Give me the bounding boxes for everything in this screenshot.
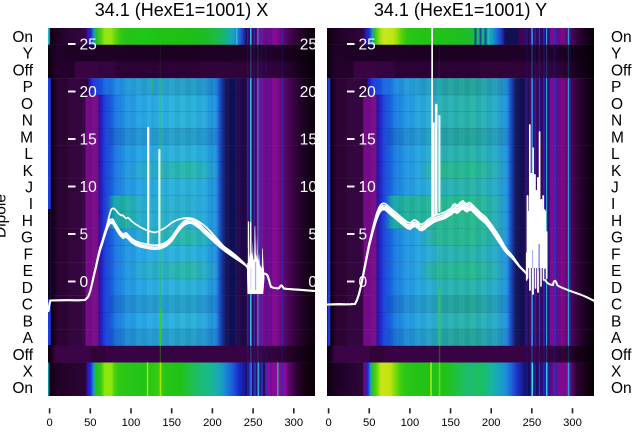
svg-text:5: 5 [308,227,317,244]
svg-text:Dipole: Dipole [0,194,10,238]
svg-text:34.1 (HexE1=1001) X: 34.1 (HexE1=1001) X [95,0,269,20]
svg-text:20: 20 [359,84,377,101]
svg-text:A: A [23,330,34,347]
svg-text:M: M [20,129,33,146]
svg-text:E: E [23,263,33,280]
svg-text:P: P [23,79,33,96]
svg-text:D: D [22,280,33,297]
svg-text:100: 100 [122,417,141,429]
svg-text:J: J [611,180,619,197]
svg-text:25: 25 [80,37,97,54]
svg-text:P: P [611,79,621,96]
svg-text:Off: Off [13,347,34,364]
svg-text:E: E [611,263,621,280]
svg-text:H: H [22,213,33,230]
svg-text:L: L [611,146,620,163]
svg-text:300: 300 [563,417,582,429]
svg-text:C: C [22,297,33,314]
svg-text:On: On [12,29,33,46]
svg-text:20: 20 [300,84,318,101]
svg-text:I: I [29,196,33,213]
svg-text:L: L [24,146,33,163]
svg-text:D: D [611,280,622,297]
svg-text:200: 200 [482,417,501,429]
svg-text:5: 5 [80,227,89,244]
svg-text:15: 15 [300,132,317,149]
svg-text:150: 150 [441,417,460,429]
svg-text:0: 0 [359,274,368,291]
svg-text:A: A [611,330,622,347]
svg-text:25: 25 [300,37,317,54]
svg-text:15: 15 [359,132,376,149]
svg-text:O: O [611,96,623,113]
svg-text:100: 100 [401,417,420,429]
svg-text:0: 0 [46,417,52,429]
svg-text:300: 300 [284,417,303,429]
svg-text:25: 25 [359,37,376,54]
svg-text:15: 15 [80,132,97,149]
svg-text:K: K [23,163,34,180]
svg-text:0: 0 [308,274,317,291]
svg-text:10: 10 [359,179,377,196]
svg-text:X: X [23,364,34,381]
svg-text:On: On [611,29,632,46]
svg-text:10: 10 [80,179,98,196]
svg-text:Off: Off [611,62,632,79]
svg-text:250: 250 [244,417,263,429]
svg-text:G: G [611,230,623,247]
svg-text:M: M [611,129,624,146]
svg-text:0: 0 [80,274,89,291]
svg-text:200: 200 [203,417,222,429]
svg-text:5: 5 [359,227,368,244]
svg-text:250: 250 [523,417,542,429]
svg-text:N: N [611,113,622,130]
svg-text:Y: Y [23,46,33,63]
svg-text:F: F [611,246,620,263]
svg-text:N: N [22,113,33,130]
svg-text:20: 20 [80,84,98,101]
svg-text:B: B [23,313,33,330]
svg-text:H: H [611,213,622,230]
svg-text:On: On [12,380,33,397]
svg-text:G: G [21,230,33,247]
svg-text:50: 50 [84,417,96,429]
svg-text:C: C [611,297,622,314]
svg-text:150: 150 [162,417,181,429]
svg-text:34.1 (HexE1=1001) Y: 34.1 (HexE1=1001) Y [374,0,547,20]
svg-text:J: J [25,180,33,197]
svg-text:Off: Off [611,347,632,364]
svg-text:0: 0 [325,417,331,429]
svg-text:I: I [611,196,615,213]
svg-text:Off: Off [13,62,34,79]
svg-text:B: B [611,313,621,330]
svg-text:On: On [611,380,632,397]
svg-text:50: 50 [363,417,375,429]
svg-text:O: O [21,96,33,113]
svg-text:X: X [611,364,622,381]
svg-text:10: 10 [300,179,318,196]
svg-text:F: F [24,246,33,263]
svg-text:K: K [611,163,622,180]
svg-text:Y: Y [611,46,621,63]
